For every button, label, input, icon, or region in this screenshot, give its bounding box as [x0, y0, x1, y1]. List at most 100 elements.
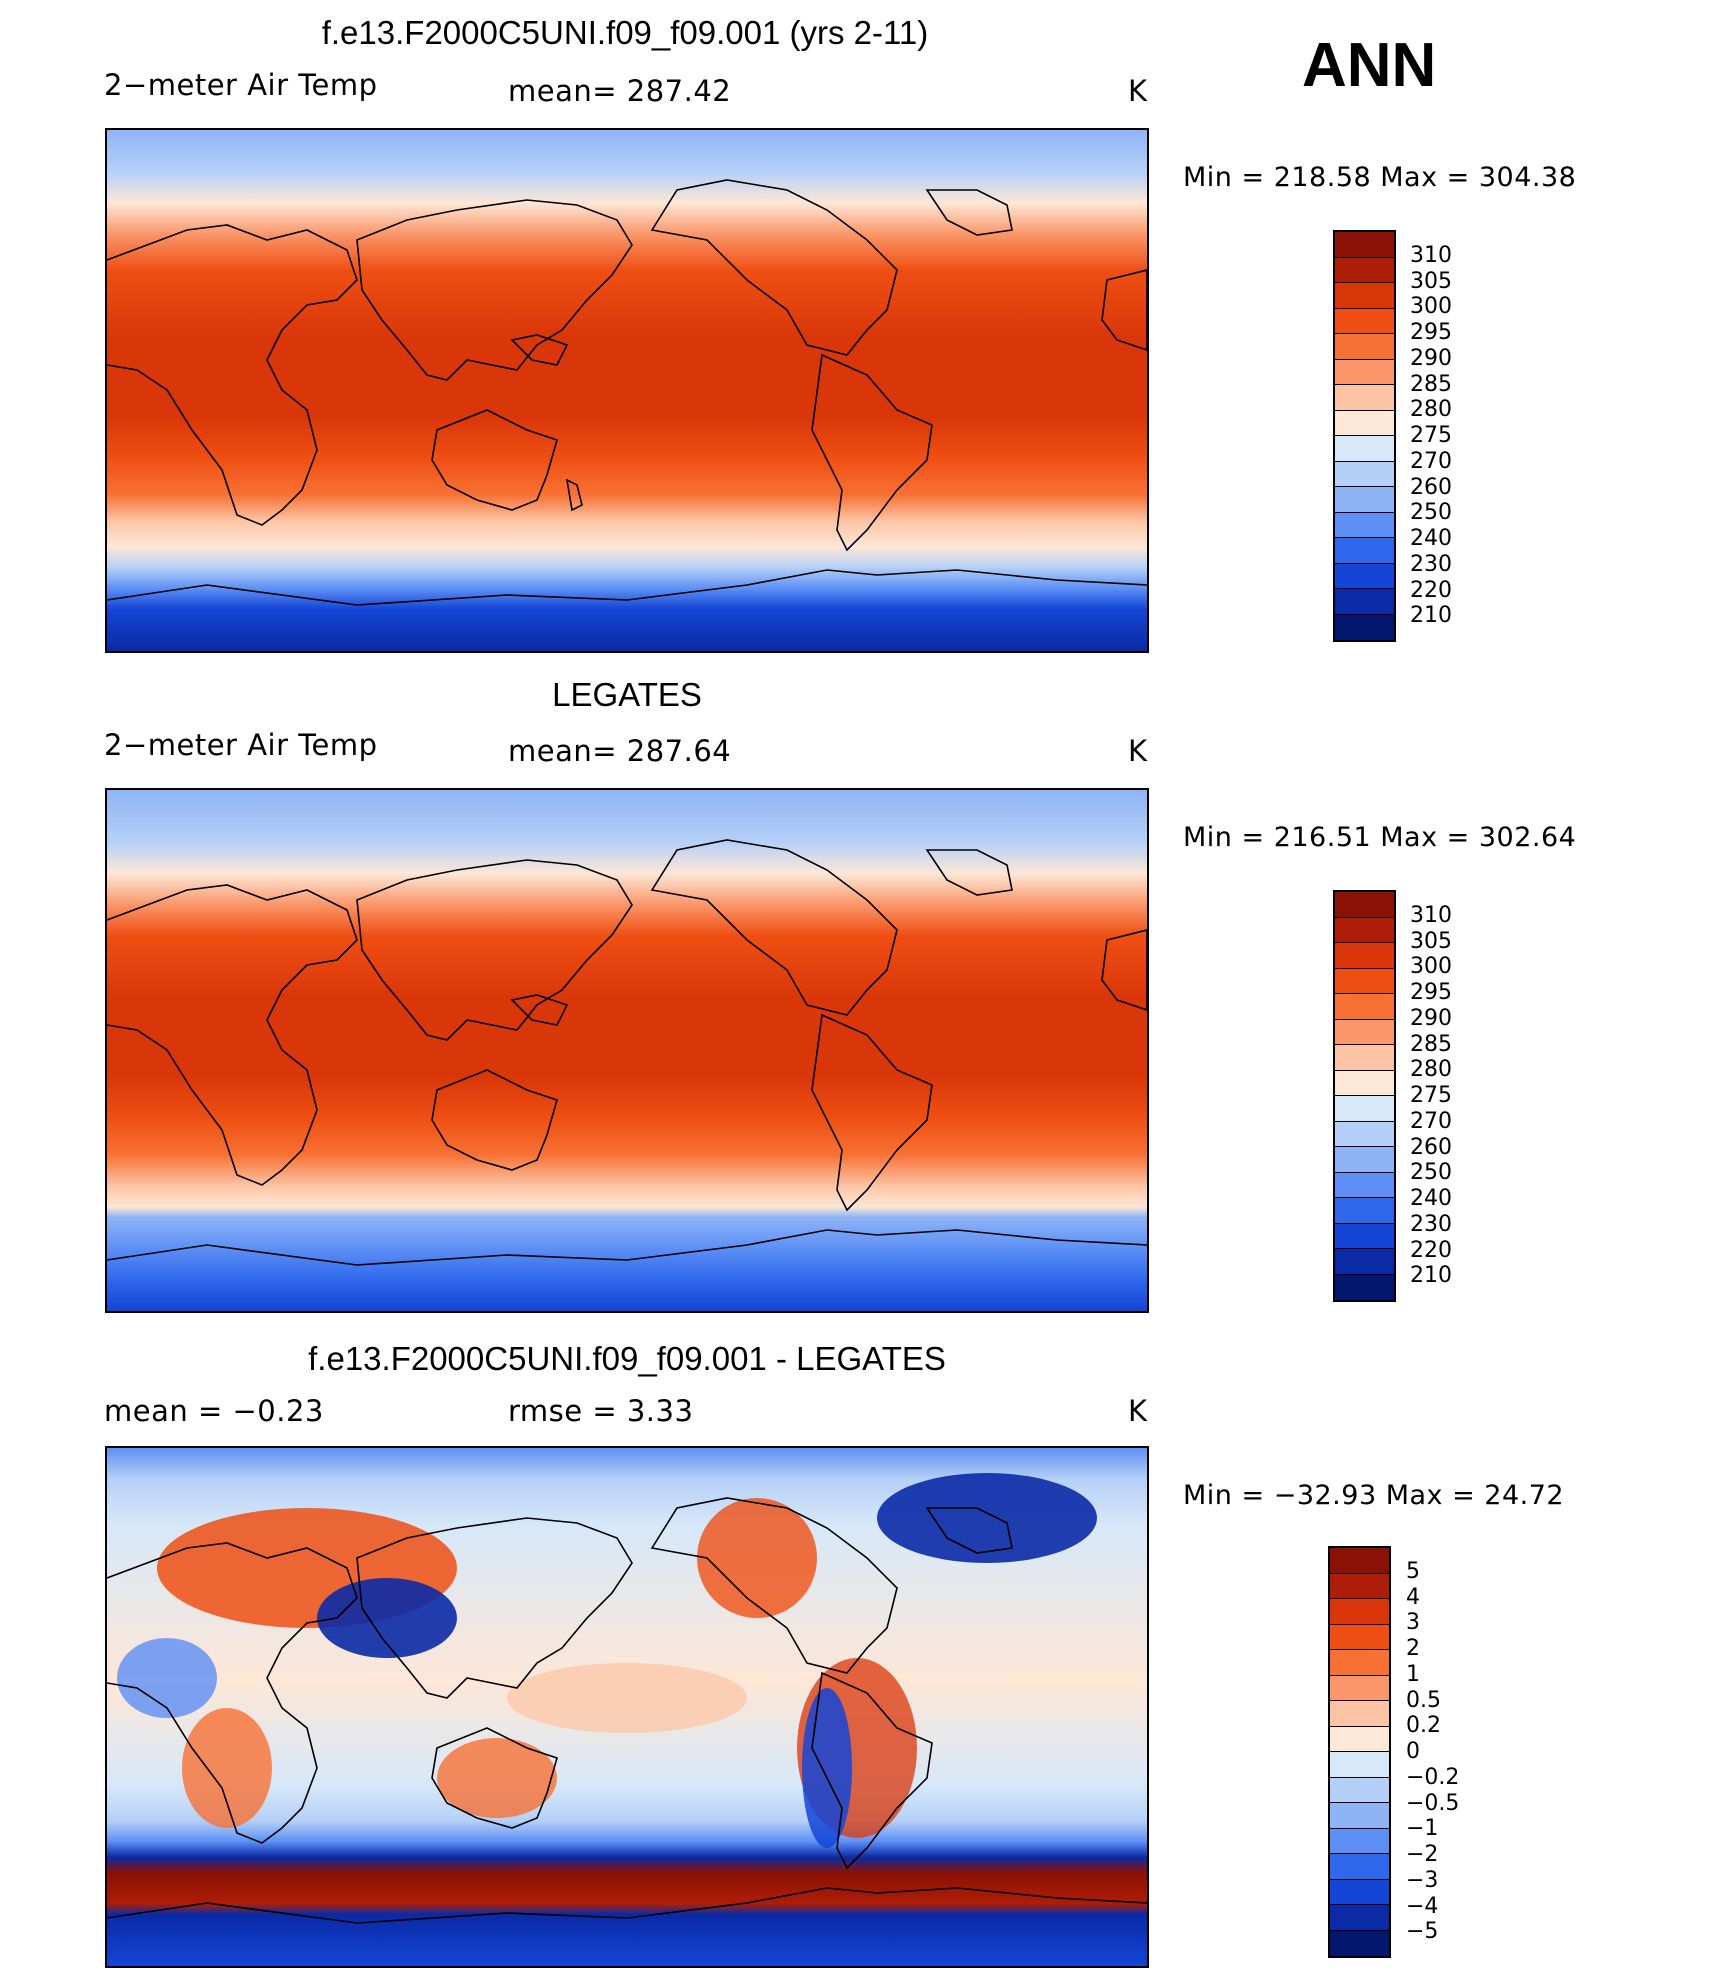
season-label: ANN	[1302, 31, 1437, 100]
colorbar-tick-label: 260	[1410, 1134, 1452, 1160]
panel-2-units: K	[1128, 734, 1148, 768]
panel-2-colorbar	[1333, 890, 1396, 1302]
colorbar-swatch	[1335, 436, 1394, 462]
colorbar-swatch	[1335, 308, 1394, 334]
colorbar-swatch	[1330, 1548, 1389, 1574]
colorbar-swatch	[1335, 1147, 1394, 1173]
panel-3-map-svg	[107, 1448, 1147, 1966]
colorbar-tick-label: 210	[1410, 1263, 1452, 1289]
colorbar-tick-label: 2	[1406, 1636, 1420, 1661]
colorbar-swatch	[1330, 1828, 1389, 1854]
colorbar-swatch	[1330, 1905, 1389, 1931]
panel-3-coastlines	[107, 1497, 1147, 1924]
colorbar-tick-label: 0.2	[1406, 1713, 1441, 1739]
colorbar-swatch	[1335, 1274, 1394, 1300]
colorbar-swatch	[1330, 1752, 1389, 1778]
panel-1-variable-label: 2−meter Air Temp	[104, 68, 378, 102]
colorbar-tick-label: 300	[1410, 954, 1452, 980]
panel-1-colorbar	[1333, 230, 1396, 642]
colorbar-tick-label: −0.5	[1406, 1790, 1460, 1816]
colorbar-tick-label: 270	[1410, 1108, 1452, 1134]
colorbar-swatch	[1335, 1249, 1394, 1275]
colorbar-tick-label: 285	[1410, 1031, 1452, 1057]
colorbar-swatch	[1330, 1573, 1389, 1599]
panel-3-colorbar	[1328, 1546, 1391, 1958]
panel-3-units: K	[1128, 1394, 1148, 1428]
colorbar-swatch	[1335, 487, 1394, 513]
colorbar-tick-label: −3	[1406, 1867, 1439, 1893]
colorbar-swatch	[1330, 1879, 1389, 1905]
colorbar-swatch	[1330, 1650, 1389, 1676]
colorbar-tick-label: 250	[1410, 1160, 1452, 1186]
colorbar-swatch	[1335, 968, 1394, 994]
colorbar-swatch	[1335, 1172, 1394, 1198]
colorbar-swatch	[1330, 1701, 1389, 1727]
colorbar-swatch	[1335, 1045, 1394, 1071]
colorbar-tick-label: 290	[1410, 1005, 1452, 1031]
panel-1-mean-label: mean= 287.42	[508, 74, 732, 108]
colorbar-swatch	[1335, 614, 1394, 640]
colorbar-tick-label: −0.2	[1406, 1764, 1460, 1790]
colorbar-tick-label: 220	[1410, 1237, 1452, 1263]
colorbar-tick-label: 3	[1406, 1610, 1420, 1636]
colorbar-tick-label: 0	[1406, 1739, 1420, 1764]
panel-2-mean-label: mean= 287.64	[508, 734, 732, 768]
panel-3-minmax: Min = −32.93 Max = 24.72	[1183, 1480, 1565, 1511]
colorbar-swatch	[1330, 1854, 1389, 1880]
colorbar-swatch	[1335, 257, 1394, 283]
panel-3-map	[105, 1446, 1149, 1968]
colorbar-swatch	[1330, 1930, 1389, 1956]
colorbar-tick-label: 295	[1410, 980, 1452, 1005]
colorbar-tick-label: 280	[1410, 397, 1452, 423]
colorbar-swatch	[1335, 1121, 1394, 1147]
colorbar-tick-label: 290	[1410, 345, 1452, 371]
colorbar-tick-label: 305	[1410, 268, 1452, 294]
colorbar-swatch	[1335, 917, 1394, 943]
colorbar-swatch	[1330, 1675, 1389, 1701]
colorbar-swatch	[1330, 1803, 1389, 1829]
colorbar-tick-label: 240	[1410, 526, 1452, 551]
colorbar-tick-label: 275	[1410, 1083, 1452, 1108]
panel-2-map-svg	[107, 790, 1147, 1311]
colorbar-tick-label: 285	[1410, 371, 1452, 397]
colorbar-tick-label: 295	[1410, 320, 1452, 345]
colorbar-swatch	[1335, 943, 1394, 969]
colorbar-swatch	[1330, 1624, 1389, 1650]
panel-2-variable-label: 2−meter Air Temp	[104, 728, 378, 762]
colorbar-tick-label: −5	[1406, 1919, 1439, 1945]
colorbar-tick-label: 240	[1410, 1186, 1452, 1211]
panel-1-title: f.e13.F2000C5UNI.f09_f09.001 (yrs 2-11)	[321, 14, 929, 51]
colorbar-tick-label: −2	[1406, 1842, 1439, 1867]
panel-1-coastlines	[107, 179, 1147, 606]
colorbar-tick-label: 1	[1406, 1661, 1420, 1687]
colorbar-swatch	[1335, 512, 1394, 538]
panel-1-field	[107, 130, 1147, 651]
colorbar-swatch	[1335, 385, 1394, 411]
colorbar-tick-label: −4	[1406, 1893, 1439, 1919]
colorbar-tick-label: 210	[1410, 603, 1452, 629]
colorbar-swatch	[1335, 359, 1394, 385]
colorbar-tick-label: 270	[1410, 448, 1452, 474]
colorbar-swatch	[1335, 1096, 1394, 1122]
panel-2-coastlines	[107, 839, 1147, 1266]
panel-3-rmse-label: rmse = 3.33	[508, 1394, 694, 1428]
panel-3-title: f.e13.F2000C5UNI.f09_f09.001 - LEGATES	[308, 1340, 946, 1377]
colorbar-tick-label: 260	[1410, 474, 1452, 500]
colorbar-swatch	[1335, 1198, 1394, 1224]
panel-2-map	[105, 788, 1149, 1313]
colorbar-tick-label: −1	[1406, 1816, 1439, 1842]
panel-2-title: LEGATES	[552, 676, 702, 713]
panel-3-anomaly-patches	[117, 1473, 1097, 1848]
colorbar-tick-label: 230	[1410, 551, 1452, 577]
colorbar-swatch	[1335, 1019, 1394, 1045]
colorbar-tick-label: 275	[1410, 423, 1452, 448]
colorbar-tick-label: 230	[1410, 1211, 1452, 1237]
panel-1-minmax: Min = 218.58 Max = 304.38	[1183, 162, 1577, 193]
colorbar-swatch	[1335, 538, 1394, 564]
colorbar-tick-label: 300	[1410, 294, 1452, 320]
colorbar-swatch	[1335, 410, 1394, 436]
panel-1-map	[105, 128, 1149, 653]
colorbar-swatch	[1335, 1223, 1394, 1249]
colorbar-swatch	[1335, 563, 1394, 589]
colorbar-swatch	[1330, 1777, 1389, 1803]
